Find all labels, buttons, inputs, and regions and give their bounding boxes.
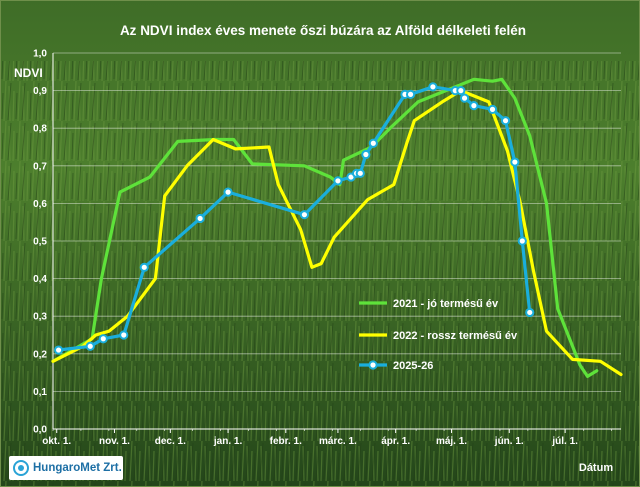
y-tick-label: 0,5 (33, 237, 47, 248)
data-point (469, 101, 479, 111)
data-point (333, 176, 343, 186)
series-line-1 (51, 89, 623, 377)
legend: 2021 - jó termésű év 2022 - rossz termésű… (359, 298, 518, 372)
chart-title: Az NDVI index éves menete őszi búzára az… (120, 23, 526, 38)
x-tick-label: júl. 1. (551, 436, 578, 447)
x-tick-label: jún. 1. (494, 436, 524, 447)
data-point (428, 82, 438, 92)
data-point (459, 93, 470, 103)
y-tick-label: 1,0 (33, 49, 47, 60)
x-tick-label: máj. 1. (436, 436, 467, 447)
legend-entry: 2022 - rossz termésű év (393, 330, 518, 342)
data-point (405, 89, 416, 99)
x-tick-label: nov. 1. (99, 436, 130, 447)
y-tick-label: 0,8 (33, 124, 47, 135)
data-point (525, 307, 535, 318)
data-point (510, 157, 520, 167)
data-point (195, 213, 205, 224)
data-point (53, 345, 64, 355)
data-point (299, 210, 310, 220)
y-tick-label: 0,6 (33, 199, 47, 210)
wheat-texture (1, 61, 639, 486)
data-point (456, 86, 466, 96)
x-tick-label: febr. 1. (270, 436, 302, 447)
data-point (368, 138, 378, 148)
hungaromet-logo-icon (13, 460, 29, 476)
y-tick-label: 0,9 (33, 86, 47, 97)
data-point (355, 168, 365, 178)
x-tick-label: okt. 1. (42, 436, 71, 447)
y-tick-label: 0,1 (33, 387, 47, 398)
series-layer (51, 77, 623, 378)
x-axis-label: Dátum (579, 462, 613, 474)
y-tick-label: 0,2 (33, 349, 47, 360)
y-tick-label: 0,0 (33, 425, 47, 436)
legend-entry: 2025-26 (393, 360, 433, 372)
data-point (119, 330, 129, 340)
data-point (98, 334, 108, 344)
data-point (500, 116, 511, 126)
hungaromet-logo: HungaroMet Zrt. (9, 456, 123, 480)
data-point (517, 236, 527, 246)
y-tick-label: 0,4 (33, 274, 47, 285)
legend-marker (368, 360, 378, 370)
y-tick-label: 0,3 (33, 312, 47, 323)
data-point (487, 104, 498, 115)
y-axis-label: NDVI (14, 66, 43, 80)
axes: 0,0 0,1 0,2 0,3 0,4 0,5 0,6 0,7 0,8 0,9 1,0 okt. 1.… (33, 49, 621, 447)
data-point (361, 149, 371, 160)
x-tick-label: ápr. 1. (381, 436, 410, 447)
data-point (139, 262, 149, 272)
logo-text: HungaroMet Zrt. (33, 462, 122, 474)
legend-entry: 2021 - jó termésű év (393, 298, 499, 310)
x-tick-label: dec. 1. (155, 436, 186, 447)
data-point (223, 187, 233, 197)
y-tick-label: 0,7 (33, 161, 47, 172)
data-point (85, 341, 95, 351)
gridlines (53, 52, 621, 392)
x-tick-label: jan. 1. (213, 436, 243, 447)
x-tick-label: márc. 1. (319, 436, 357, 447)
